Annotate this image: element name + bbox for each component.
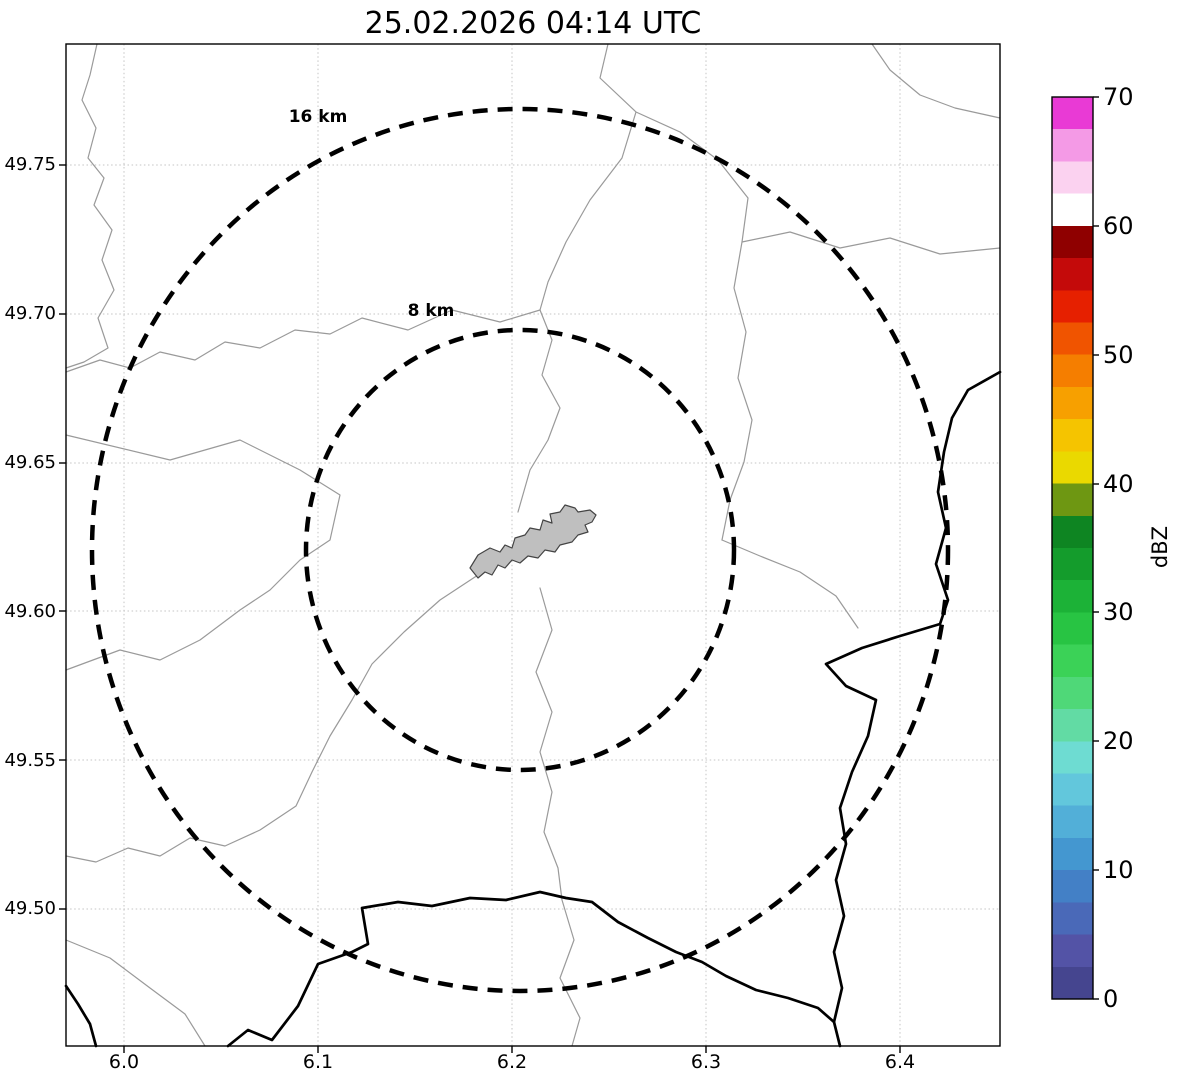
x-tick-label: 6.1: [302, 1051, 334, 1073]
grid-lines: [66, 44, 1000, 1046]
x-tick-label: 6.4: [884, 1051, 916, 1073]
y-tick-label: 49.65: [4, 452, 56, 473]
y-tick-label: 49.60: [4, 601, 56, 622]
colorbar-tick-label: 30: [1103, 598, 1134, 626]
y-tick-label: 49.75: [4, 154, 56, 175]
colorbar-swatches: [1052, 97, 1093, 999]
plot-title: 25.02.2026 04:14 UTC: [364, 6, 702, 41]
colorbar-tick-label: 60: [1103, 212, 1134, 240]
range-ring-16km: [89, 106, 951, 994]
city-boundary-polygon: [469, 504, 597, 579]
range-ring-label-16km: 16 km: [288, 107, 348, 127]
range-ring-label-8km: 8 km: [407, 301, 455, 321]
range-rings: [89, 106, 951, 994]
colorbar-tick-label: 20: [1103, 727, 1134, 755]
colorbar-tick-label: 10: [1103, 856, 1134, 884]
x-tick-label: 6.0: [108, 1051, 140, 1073]
x-tick-label: 6.2: [496, 1051, 528, 1073]
national-borders: [64, 370, 1002, 1048]
axis-ticks: [59, 164, 901, 1053]
y-tick-label: 49.70: [4, 303, 56, 324]
colorbar-tick-label: 50: [1103, 341, 1134, 369]
colorbar-unit-label: dBZ: [1148, 525, 1172, 569]
range-ring-8km: [303, 327, 737, 773]
colorbar-ticks: [1093, 96, 1099, 1000]
y-tick-label: 49.50: [4, 898, 56, 919]
colorbar-tick-label: 0: [1103, 985, 1119, 1013]
x-tick-label: 6.3: [690, 1051, 722, 1073]
y-tick-label: 49.55: [4, 750, 56, 771]
admin-boundaries: [65, 43, 1001, 1047]
plot-frame: [65, 43, 1001, 1047]
city-boundary: [469, 504, 597, 579]
colorbar-frame: [1051, 96, 1094, 1000]
colorbar-tick-label: 70: [1103, 83, 1134, 111]
colorbar-tick-label: 40: [1103, 470, 1134, 498]
colorbar: [1051, 96, 1099, 1000]
